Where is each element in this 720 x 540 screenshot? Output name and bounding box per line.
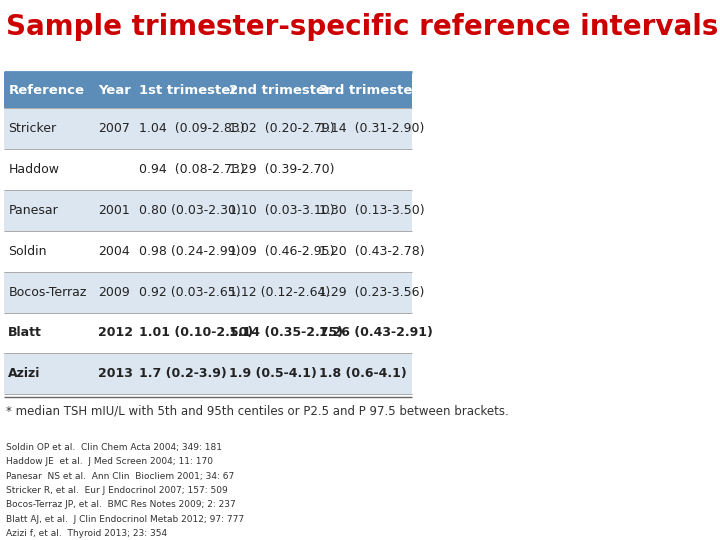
Text: 1.30  (0.13-3.50): 1.30 (0.13-3.50) — [318, 204, 424, 217]
Text: Soldin OP et al.  Clin Chem Acta 2004; 349: 181: Soldin OP et al. Clin Chem Acta 2004; 34… — [6, 443, 222, 451]
Text: 1.04  (0.09-2.83): 1.04 (0.09-2.83) — [139, 122, 245, 136]
Text: 3rd trimester: 3rd trimester — [318, 84, 418, 97]
Text: 0.80 (0.03-2.30): 0.80 (0.03-2.30) — [139, 204, 240, 217]
Text: Sample trimester-specific reference intervals for TSH*: Sample trimester-specific reference inte… — [6, 14, 720, 42]
Text: * median TSH mIU/L with 5th and 95th centiles or P2.5 and P 97.5 between bracket: * median TSH mIU/L with 5th and 95th cen… — [6, 405, 509, 418]
Bar — [4, 353, 413, 394]
Text: 2013: 2013 — [98, 367, 133, 380]
Text: 2nd trimester: 2nd trimester — [229, 84, 331, 97]
Bar — [4, 190, 413, 231]
Text: 1.29  (0.23-3.56): 1.29 (0.23-3.56) — [318, 286, 424, 299]
Text: 1.7 (0.2-3.9): 1.7 (0.2-3.9) — [139, 367, 227, 380]
Bar — [4, 313, 413, 353]
Text: 0.92 (0.03-2.65): 0.92 (0.03-2.65) — [139, 286, 240, 299]
Bar — [4, 149, 413, 190]
Bar — [4, 231, 413, 272]
Text: 1.02  (0.20-2.79): 1.02 (0.20-2.79) — [229, 122, 334, 136]
Text: 0.98 (0.24-2.99): 0.98 (0.24-2.99) — [139, 245, 240, 258]
Text: 1.09  (0.46-2.95): 1.09 (0.46-2.95) — [229, 245, 334, 258]
Text: Azizi: Azizi — [9, 367, 41, 380]
Text: Soldin: Soldin — [9, 245, 47, 258]
Text: 1.01 (0.10-2.50): 1.01 (0.10-2.50) — [139, 327, 253, 340]
Text: Bocos-Terraz JP, et al.  BMC Res Notes 2009; 2: 237: Bocos-Terraz JP, et al. BMC Res Notes 20… — [6, 501, 236, 509]
Text: 2009: 2009 — [98, 286, 130, 299]
Text: 1.8 (0.6-4.1): 1.8 (0.6-4.1) — [318, 367, 406, 380]
Text: 1.29  (0.39-2.70): 1.29 (0.39-2.70) — [229, 163, 334, 176]
Text: 1.26 (0.43-2.91): 1.26 (0.43-2.91) — [318, 327, 433, 340]
Text: 1.14 (0.35-2.75): 1.14 (0.35-2.75) — [229, 327, 343, 340]
Text: Haddow: Haddow — [9, 163, 59, 176]
Text: 1.9 (0.5-4.1): 1.9 (0.5-4.1) — [229, 367, 317, 380]
Text: Stricker: Stricker — [9, 122, 56, 136]
Text: Blatt AJ, et al.  J Clin Endocrinol Metab 2012; 97: 777: Blatt AJ, et al. J Clin Endocrinol Metab… — [6, 515, 244, 524]
Text: 2007: 2007 — [98, 122, 130, 136]
Text: 2001: 2001 — [98, 204, 130, 217]
Text: 1.20  (0.43-2.78): 1.20 (0.43-2.78) — [318, 245, 424, 258]
Bar — [4, 272, 413, 313]
Text: 1.12 (0.12-2.64): 1.12 (0.12-2.64) — [229, 286, 330, 299]
Text: Azizi f, et al.  Thyroid 2013; 23: 354: Azizi f, et al. Thyroid 2013; 23: 354 — [6, 529, 167, 538]
Text: 2004: 2004 — [98, 245, 130, 258]
Text: 1.10  (0.03-3.10): 1.10 (0.03-3.10) — [229, 204, 334, 217]
Text: Reference: Reference — [9, 84, 84, 97]
Bar — [4, 72, 413, 109]
Text: Haddow JE  et al.  J Med Screen 2004; 11: 170: Haddow JE et al. J Med Screen 2004; 11: … — [6, 457, 213, 466]
Text: Year: Year — [98, 84, 131, 97]
Text: 1.14  (0.31-2.90): 1.14 (0.31-2.90) — [318, 122, 424, 136]
Text: Panesar: Panesar — [9, 204, 58, 217]
Text: 2012: 2012 — [98, 327, 133, 340]
Text: Bocos-Terraz: Bocos-Terraz — [9, 286, 86, 299]
Text: 0.94  (0.08-2.73): 0.94 (0.08-2.73) — [139, 163, 245, 176]
Bar — [4, 109, 413, 149]
Text: 1st trimester: 1st trimester — [139, 84, 237, 97]
Text: Blatt: Blatt — [9, 327, 42, 340]
Text: Panesar  NS et al.  Ann Clin  Biocliem 2001; 34: 67: Panesar NS et al. Ann Clin Biocliem 2001… — [6, 471, 235, 481]
Text: Stricker R, et al.  Eur J Endocrinol 2007; 157: 509: Stricker R, et al. Eur J Endocrinol 2007… — [6, 486, 228, 495]
